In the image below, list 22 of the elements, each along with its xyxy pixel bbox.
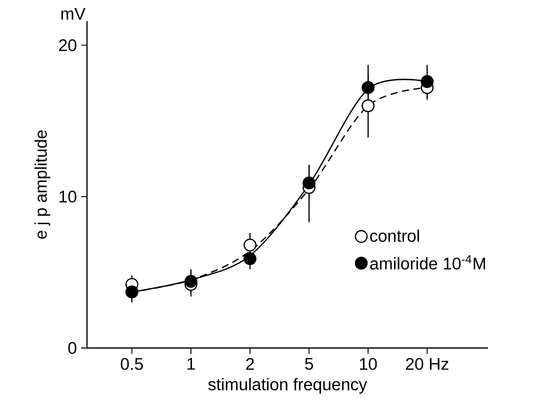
- y-tick-label: 10: [60, 190, 76, 203]
- y-axis-title: e j p amplitude: [34, 130, 50, 239]
- point: [362, 81, 375, 94]
- x-tick-label: 2: [246, 358, 254, 370]
- point: [184, 274, 198, 288]
- x-tick-label: 0.5: [120, 358, 143, 370]
- x-tick-label: 10: [360, 358, 377, 370]
- point: [244, 238, 256, 252]
- legend-label: amiloride 10$^{-4}$M: [370, 255, 486, 270]
- x-tick-label: 5: [305, 358, 314, 370]
- x-tick-label: 20 Hz: [406, 358, 448, 370]
- point: [302, 176, 316, 190]
- point: [125, 286, 138, 298]
- legend-label: control: [370, 230, 419, 242]
- x-axis-title: stimulation frequency: [208, 378, 368, 394]
- point: [244, 252, 256, 266]
- point: [362, 99, 375, 112]
- y-tick-label: 0: [68, 342, 76, 354]
- point: [420, 75, 434, 88]
- x-tick-label: 1: [188, 358, 195, 370]
- y-tick-label: 20: [59, 39, 76, 52]
- text: mV: [61, 8, 86, 20]
